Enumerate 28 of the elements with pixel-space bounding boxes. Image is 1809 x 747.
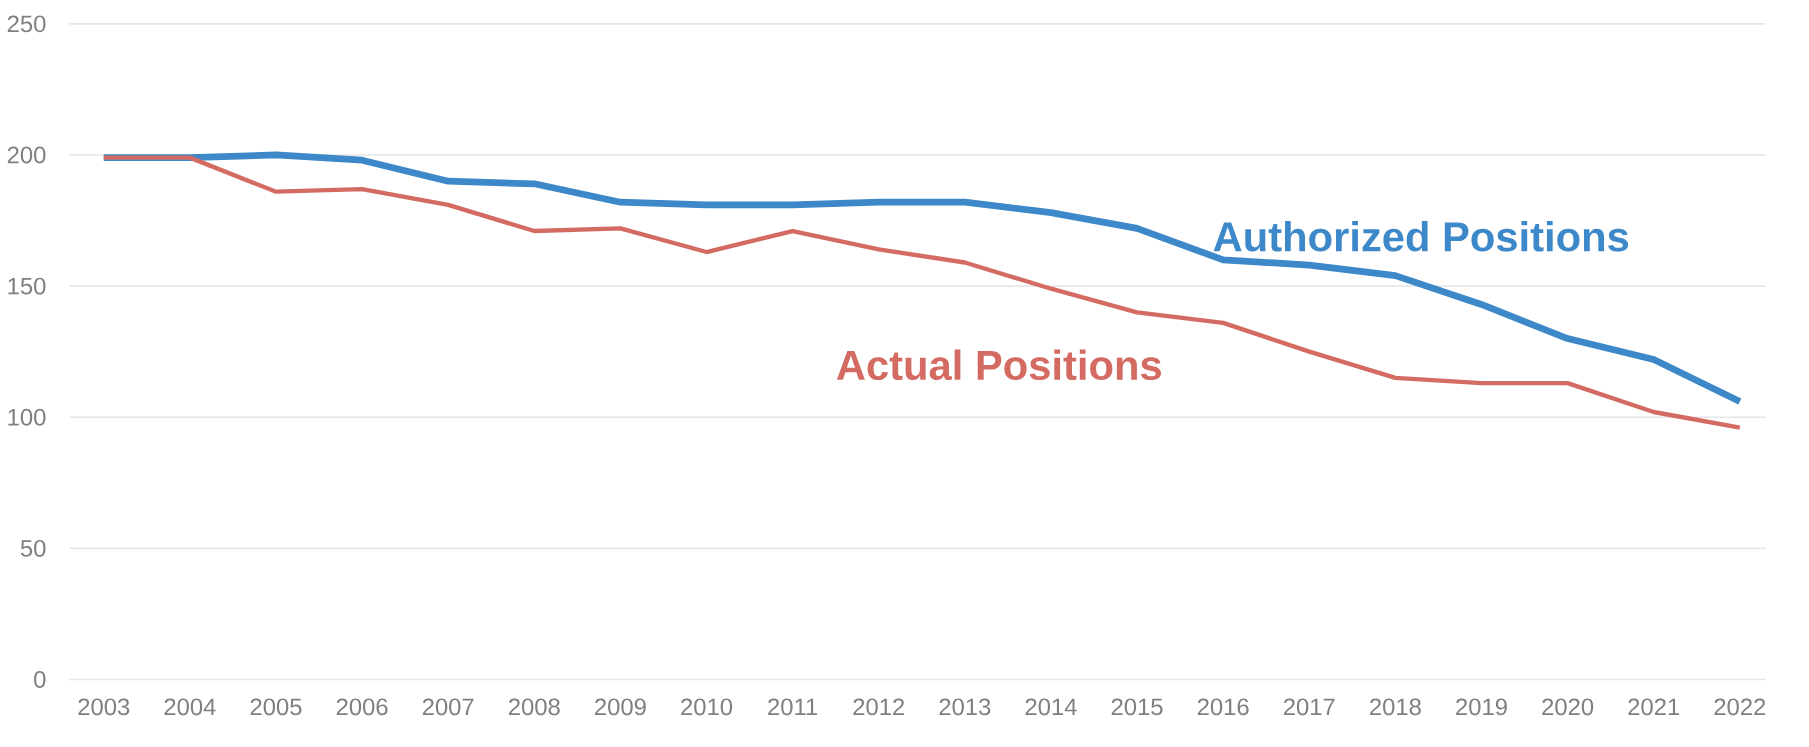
- y-tick-label: 100: [8, 408, 46, 426]
- x-tick-label: 2013: [939, 698, 991, 716]
- x-tick-label: 2011: [768, 698, 818, 716]
- x-tick-label: 2015: [1111, 698, 1163, 716]
- x-tick-label: 2007: [422, 698, 474, 716]
- x-tick-label: 2021: [1628, 698, 1680, 716]
- series-label: Authorized Positions: [1213, 220, 1629, 252]
- y-tick-label: 150: [8, 277, 46, 295]
- x-tick-label: 2012: [853, 698, 905, 716]
- x-tick-label: 2018: [1370, 698, 1421, 716]
- x-tick-label: 2019: [1456, 698, 1507, 716]
- x-tick-label: 2005: [250, 698, 302, 716]
- x-tick-label: 2020: [1542, 698, 1594, 716]
- x-tick-label: 2010: [681, 698, 733, 716]
- x-tick-label: 2008: [508, 698, 560, 716]
- y-tick-label: 0: [34, 671, 46, 688]
- x-tick-label: 2009: [595, 698, 646, 716]
- x-tick-label: 2016: [1197, 698, 1249, 716]
- x-tick-label: 2006: [336, 698, 388, 716]
- x-tick-label: 2004: [164, 698, 216, 716]
- x-tick-label: 2017: [1283, 698, 1335, 716]
- y-tick-label: 50: [20, 539, 46, 557]
- series-label: Actual Positions: [836, 349, 1161, 381]
- y-tick-label: 250: [7, 15, 46, 33]
- x-tick-label: 2003: [78, 698, 130, 716]
- x-tick-label: 2022: [1714, 698, 1766, 716]
- y-tick-label: 200: [7, 146, 46, 164]
- x-tick-label: 2014: [1025, 698, 1077, 716]
